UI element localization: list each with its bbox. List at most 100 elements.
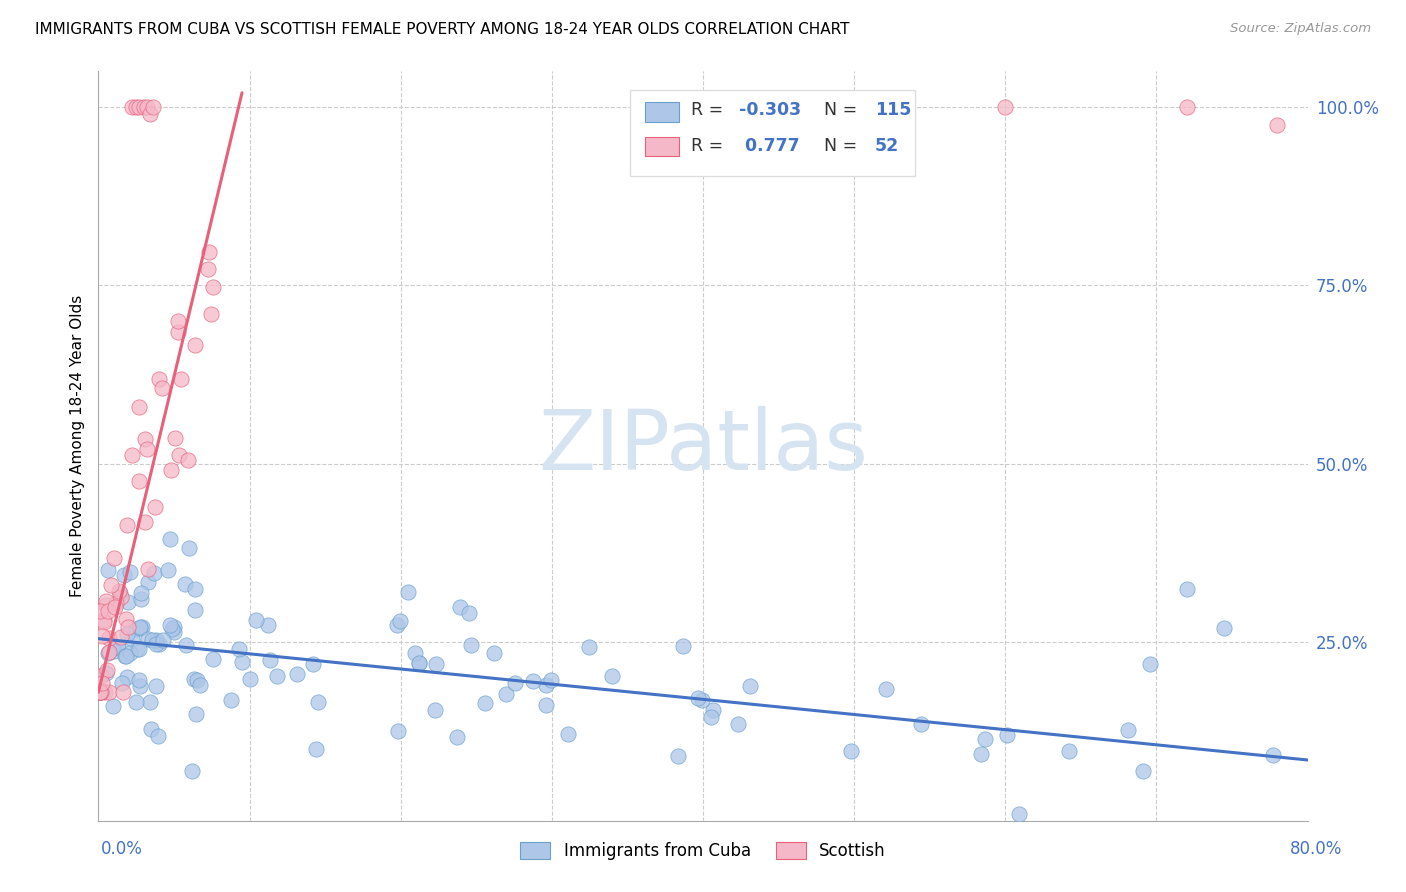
Point <box>184 603 207 617</box>
Point <box>668 749 690 764</box>
Point <box>259 652 281 666</box>
Point <box>89 685 111 699</box>
Point <box>129 586 152 600</box>
Point <box>93 613 115 627</box>
Point <box>129 620 152 634</box>
Point <box>142 100 165 114</box>
Point <box>98 631 121 645</box>
Point <box>117 594 139 608</box>
Point <box>97 563 120 577</box>
Point <box>482 646 505 660</box>
Text: 115: 115 <box>875 102 911 120</box>
Point <box>188 678 211 692</box>
Point <box>117 620 139 634</box>
Point <box>1057 744 1080 758</box>
Point <box>108 583 131 598</box>
Point <box>910 716 932 731</box>
Point <box>200 307 222 321</box>
Point <box>460 638 482 652</box>
Point <box>1263 748 1285 763</box>
Point <box>1132 764 1154 778</box>
Point <box>1175 582 1198 596</box>
Point <box>474 696 496 710</box>
Legend: Immigrants from Cuba, Scottish: Immigrants from Cuba, Scottish <box>512 834 894 869</box>
Point <box>181 764 204 779</box>
Point <box>136 574 159 589</box>
Point <box>522 673 544 688</box>
Point <box>108 585 131 599</box>
Point <box>167 325 190 339</box>
Point <box>134 515 156 529</box>
Point <box>446 731 468 745</box>
Point <box>536 678 558 692</box>
Point <box>148 372 170 386</box>
Point <box>93 685 115 699</box>
Point <box>167 314 190 328</box>
Point <box>702 703 724 717</box>
Point <box>125 694 148 708</box>
Point <box>115 612 138 626</box>
Point <box>1116 723 1139 738</box>
Text: R =: R = <box>690 102 728 120</box>
Point <box>173 577 195 591</box>
Point <box>148 638 170 652</box>
Point <box>423 703 446 717</box>
Point <box>135 100 157 114</box>
Point <box>228 641 250 656</box>
Point <box>1139 657 1161 671</box>
Point <box>121 632 143 647</box>
Point <box>90 669 112 683</box>
Point <box>974 731 997 746</box>
Point <box>90 685 112 699</box>
Bar <box>630 90 915 177</box>
Text: 80.0%: 80.0% <box>1291 840 1343 858</box>
Point <box>449 600 471 615</box>
Point <box>163 624 186 639</box>
Point <box>600 669 623 683</box>
Point <box>186 673 208 688</box>
Point <box>152 632 174 647</box>
Point <box>994 100 1017 114</box>
Point <box>139 695 162 709</box>
Point <box>94 598 117 612</box>
Point <box>1008 806 1031 821</box>
Point <box>672 639 695 653</box>
Text: IMMIGRANTS FROM CUBA VS SCOTTISH FEMALE POVERTY AMONG 18-24 YEAR OLDS CORRELATIO: IMMIGRANTS FROM CUBA VS SCOTTISH FEMALE … <box>35 22 849 37</box>
Point <box>425 657 447 671</box>
Point <box>128 673 150 687</box>
Point <box>145 632 167 647</box>
Point <box>128 474 150 488</box>
Point <box>120 646 142 660</box>
Point <box>408 656 430 670</box>
Point <box>115 670 138 684</box>
Point <box>285 667 308 681</box>
Point <box>219 693 242 707</box>
Point <box>89 604 111 618</box>
Point <box>94 665 117 680</box>
Point <box>125 100 148 114</box>
Point <box>89 685 111 699</box>
Point <box>93 615 115 629</box>
Point <box>495 687 517 701</box>
Point <box>97 646 120 660</box>
Point <box>112 567 135 582</box>
Point <box>1175 100 1198 114</box>
Point <box>115 517 138 532</box>
Point <box>302 657 325 671</box>
Point <box>184 338 207 352</box>
Point <box>97 685 120 699</box>
Point <box>183 673 205 687</box>
Point <box>120 566 142 580</box>
Text: N =: N = <box>824 102 863 120</box>
Point <box>740 680 762 694</box>
Point <box>91 629 114 643</box>
Point <box>139 723 162 737</box>
Point <box>114 648 136 663</box>
Point <box>101 698 124 713</box>
Point <box>388 615 411 629</box>
Point <box>134 433 156 447</box>
Point <box>184 707 207 722</box>
Point <box>89 685 111 699</box>
Point <box>177 452 200 467</box>
Text: N =: N = <box>824 136 863 154</box>
